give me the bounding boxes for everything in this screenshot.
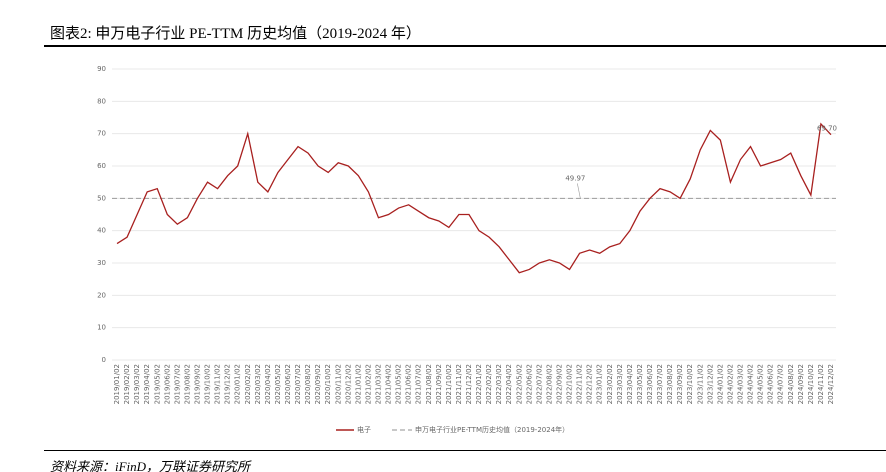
x-tick-label: 2023/03/02 <box>616 364 624 404</box>
x-tick-label: 2019/02/02 <box>123 364 131 404</box>
x-tick-label: 2022/09/02 <box>555 364 563 404</box>
x-tick-label: 2022/04/02 <box>505 364 513 404</box>
x-tick-label: 2022/05/02 <box>515 364 523 404</box>
x-tick-label: 2023/12/02 <box>706 364 714 404</box>
x-tick-label: 2021/04/02 <box>385 364 393 404</box>
x-tick-label: 2019/12/02 <box>224 364 232 404</box>
x-tick-label: 2020/10/02 <box>324 364 332 404</box>
x-tick-label: 2023/02/02 <box>606 364 614 404</box>
x-tick-label: 2024/09/02 <box>797 364 805 404</box>
x-tick-label: 2022/12/02 <box>586 364 594 404</box>
figure-title: 图表2: 申万电子行业 PE-TTM 历史均值（2019-2024 年） <box>50 26 421 42</box>
x-tick-label: 2019/06/02 <box>163 364 171 404</box>
x-tick-label: 2022/01/02 <box>475 364 483 404</box>
x-tick-label: 2023/04/02 <box>626 364 634 404</box>
x-tick-label: 2023/10/02 <box>686 364 694 404</box>
x-tick-label: 2019/07/02 <box>173 364 181 404</box>
x-tick-label: 2020/11/02 <box>334 364 342 404</box>
x-tick-label: 2023/11/02 <box>696 364 704 404</box>
y-tick-label: 80 <box>97 97 106 105</box>
x-tick-label: 2024/10/02 <box>807 364 815 404</box>
x-tick-label: 2021/06/02 <box>405 364 413 404</box>
rule <box>44 45 886 47</box>
x-tick-label: 2024/06/02 <box>767 364 775 404</box>
x-tick-label: 2024/04/02 <box>747 364 755 404</box>
x-tick-label: 2019/04/02 <box>143 364 151 404</box>
x-tick-label: 2019/01/02 <box>113 364 121 404</box>
x-tick-label: 2021/02/02 <box>364 364 372 404</box>
x-tick-label: 2024/11/02 <box>817 364 825 404</box>
source: 资料来源：iFinD，万联证券研究所 <box>50 459 251 472</box>
x-tick-label: 2020/05/02 <box>274 364 282 404</box>
y-tick-label: 40 <box>97 227 106 235</box>
x-tick-label: 2020/12/02 <box>344 364 352 404</box>
x-tick-label: 2021/01/02 <box>354 364 362 404</box>
mean-label: 49.97 <box>565 174 585 182</box>
x-tick-label: 2022/02/02 <box>485 364 493 404</box>
x-tick-label: 2021/03/02 <box>374 364 382 404</box>
x-tick-label: 2020/02/02 <box>244 364 252 404</box>
x-tick-label: 2024/01/02 <box>716 364 724 404</box>
x-tick-label: 2022/07/02 <box>535 364 543 404</box>
x-tick-label: 2022/10/02 <box>566 364 574 404</box>
x-tick-label: 2021/11/02 <box>455 364 463 404</box>
x-tick-label: 2021/10/02 <box>445 364 453 404</box>
x-tick-label: 2020/08/02 <box>304 364 312 404</box>
x-tick-label: 2022/11/02 <box>576 364 584 404</box>
x-tick-label: 2024/07/02 <box>777 364 785 404</box>
x-tick-label: 2024/12/02 <box>827 364 835 404</box>
y-tick-label: 30 <box>97 259 106 267</box>
x-tick-label: 2019/05/02 <box>153 364 161 404</box>
y-tick-label: 0 <box>102 356 106 364</box>
series-line <box>116 122 832 274</box>
x-tick-label: 2020/06/02 <box>284 364 292 404</box>
x-tick-label: 2023/01/02 <box>596 364 604 404</box>
legend-label: 电子 <box>357 425 371 434</box>
x-tick-label: 2023/08/02 <box>666 364 674 404</box>
x-tick-label: 2020/04/02 <box>264 364 272 404</box>
x-tick-label: 2020/03/02 <box>254 364 262 404</box>
x-tick-label: 2019/10/02 <box>204 364 212 404</box>
x-tick-label: 2020/07/02 <box>294 364 302 404</box>
legend-label: 申万电子行业PE-TTM历史均值（2019-2024年） <box>415 425 569 434</box>
y-tick-label: 10 <box>97 324 106 332</box>
x-tick-label: 2021/12/02 <box>465 364 473 404</box>
x-tick-label: 2021/07/02 <box>415 364 423 404</box>
x-tick-label: 2024/05/02 <box>757 364 765 404</box>
mean-leader <box>577 183 581 199</box>
x-tick-label: 2021/09/02 <box>435 364 443 404</box>
x-tick-label: 2023/06/02 <box>646 364 654 404</box>
y-tick-label: 50 <box>97 194 106 202</box>
x-tick-label: 2019/03/02 <box>133 364 141 404</box>
y-tick-label: 20 <box>97 291 106 299</box>
x-tick-label: 2023/05/02 <box>636 364 644 404</box>
x-tick-label: 2021/08/02 <box>425 364 433 404</box>
y-tick-label: 70 <box>97 130 106 138</box>
x-tick-label: 2023/07/02 <box>656 364 664 404</box>
x-tick-label: 2022/08/02 <box>545 364 553 404</box>
x-tick-label: 2024/02/02 <box>726 364 734 404</box>
x-tick-label: 2024/08/02 <box>787 364 795 404</box>
y-tick-label: 60 <box>97 162 106 170</box>
x-tick-label: 2019/09/02 <box>193 364 201 404</box>
rule <box>44 450 886 451</box>
x-tick-label: 2023/09/02 <box>676 364 684 404</box>
x-tick-label: 2021/05/02 <box>395 364 403 404</box>
x-tick-label: 2024/03/02 <box>736 364 744 404</box>
x-tick-label: 2019/08/02 <box>183 364 191 404</box>
x-tick-label: 2020/09/02 <box>314 364 322 404</box>
value-label: 69.70 <box>817 125 837 133</box>
x-tick-label: 2019/11/02 <box>214 364 222 404</box>
y-tick-label: 90 <box>97 65 106 73</box>
x-tick-label: 2022/06/02 <box>525 364 533 404</box>
x-tick-label: 2020/01/02 <box>234 364 242 404</box>
x-tick-label: 2022/03/02 <box>495 364 503 404</box>
